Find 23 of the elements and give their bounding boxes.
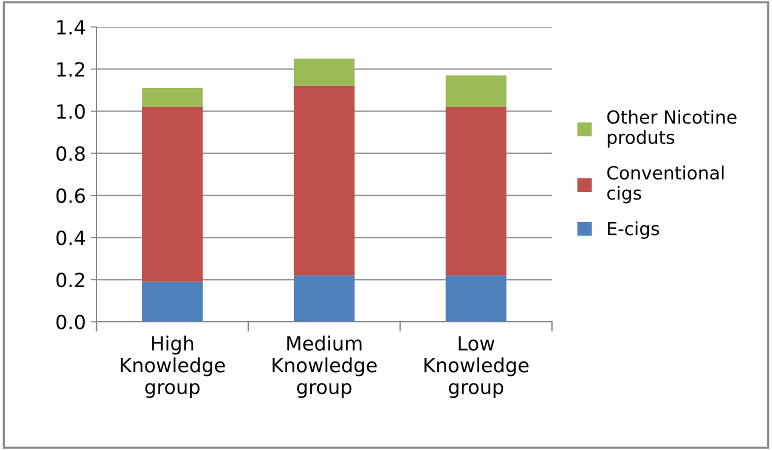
y-tick-label: 1.4 — [57, 20, 85, 34]
legend-label: Conventional cigs — [607, 166, 724, 204]
y-tick-label: 0.8 — [56, 146, 85, 161]
bar — [446, 75, 506, 108]
x-tick-label: High Knowledge group — [120, 336, 225, 398]
legend-label: Other Nicotine produts — [607, 110, 736, 148]
bar — [142, 282, 203, 322]
bar — [446, 107, 506, 276]
bar — [446, 275, 506, 322]
y-tick-label: 1.0 — [57, 104, 85, 119]
x-tick-label: Medium Knowledge group — [272, 336, 377, 398]
y-tick-label: 0.0 — [56, 314, 85, 330]
bar — [294, 275, 355, 322]
bar — [294, 58, 355, 86]
bar — [294, 86, 355, 276]
x-tick-label: Low Knowledge group — [424, 336, 528, 398]
y-tick-label: 1.2 — [57, 62, 84, 76]
bar — [142, 88, 203, 108]
y-tick-label: 0.2 — [56, 272, 84, 288]
bar — [142, 107, 203, 282]
y-tick-label: 0.6 — [56, 188, 85, 204]
y-tick-label: 0.4 — [56, 230, 85, 246]
legend-label: E-cigs — [608, 221, 660, 239]
